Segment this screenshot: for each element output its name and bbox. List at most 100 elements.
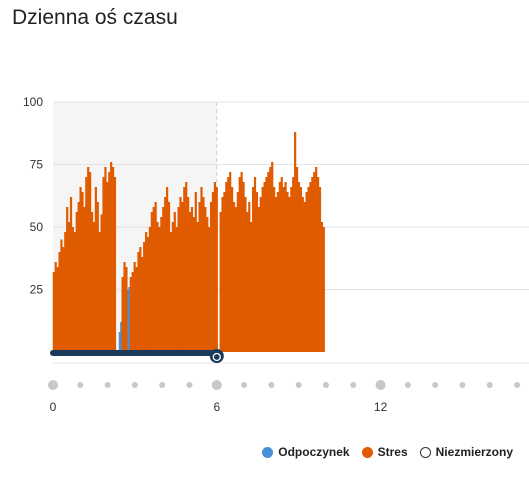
stress-bar	[96, 202, 99, 352]
stress-bar	[171, 222, 174, 352]
stress-bar	[192, 217, 195, 352]
stress-bar	[75, 212, 78, 352]
stress-bar	[81, 192, 84, 352]
stress-bar	[211, 192, 215, 352]
stress-bar	[139, 247, 142, 352]
alarm-icon	[209, 349, 224, 363]
stress-bar	[286, 192, 289, 352]
stress-bar	[123, 262, 126, 352]
stress-bar	[278, 182, 281, 352]
y-tick-label: 75	[30, 158, 44, 172]
x-major-dot	[48, 380, 58, 390]
x-minor-dot	[404, 382, 411, 388]
rest-bar	[118, 332, 121, 352]
x-minor-dot	[241, 382, 248, 388]
stress-bar	[58, 252, 61, 352]
stress-bar	[169, 232, 173, 352]
x-tick-label: 6	[213, 400, 220, 414]
stress-bar	[154, 202, 157, 352]
stress-bar	[87, 167, 90, 352]
stress-bar	[276, 192, 280, 352]
stress-bar	[288, 197, 291, 352]
stress-bar	[311, 177, 314, 352]
stress-bar	[198, 202, 201, 352]
stress-bar	[100, 214, 103, 352]
stress-bar	[282, 187, 285, 352]
stress-bar	[295, 167, 299, 352]
stress-bar	[315, 167, 318, 352]
y-tick-label: 50	[30, 220, 44, 234]
stress-bar	[219, 212, 222, 352]
stress-bar	[89, 172, 92, 352]
stress-bar	[208, 227, 211, 352]
x-minor-dot	[350, 382, 357, 388]
stress-bar	[204, 207, 207, 352]
stress-bar	[320, 222, 324, 352]
stress-bar	[248, 202, 251, 352]
rest-swatch	[262, 446, 274, 458]
x-minor-dot	[159, 382, 166, 388]
sleep-bar	[50, 349, 224, 363]
stress-bar	[194, 192, 197, 352]
stress-bar	[273, 187, 276, 352]
stress-bar	[77, 202, 80, 352]
stress-bar	[60, 239, 63, 352]
stress-bar	[108, 172, 111, 352]
stress-bar	[146, 237, 150, 352]
stress-swatch	[361, 446, 373, 458]
stress-bar	[280, 177, 283, 352]
stress-bar	[104, 167, 107, 352]
stress-bar	[305, 192, 308, 352]
legend-item-rest: Odpoczynek	[262, 445, 350, 459]
stress-bar	[141, 257, 144, 352]
x-minor-dot	[295, 382, 302, 388]
stress-bar	[113, 177, 117, 352]
stress-bar	[252, 187, 255, 352]
x-minor-dot	[131, 382, 138, 388]
x-minor-dot	[459, 382, 466, 388]
stress-bar	[110, 162, 113, 352]
stress-bar	[94, 187, 97, 352]
stress-bar	[202, 197, 205, 352]
stress-bar	[173, 212, 176, 352]
stress-bar	[309, 182, 312, 352]
legend: Odpoczynek Stres Niezmierzony	[262, 445, 513, 459]
stress-bar	[196, 222, 199, 352]
stress-bar	[322, 227, 325, 352]
stress-bar	[111, 167, 115, 352]
x-tick-label: 0	[50, 400, 57, 414]
stress-bar	[253, 177, 257, 352]
x-minor-dot	[323, 382, 329, 388]
chart: 25 50 75 100 0 6 12	[23, 95, 529, 414]
legend-label-unmeasured: Niezmierzony	[435, 445, 513, 459]
stress-bar	[125, 267, 128, 352]
legend-item-unmeasured: Niezmierzony	[419, 445, 513, 459]
stress-bar	[156, 222, 159, 352]
stress-bar	[267, 172, 270, 352]
stress-bar	[263, 182, 266, 352]
legend-label-stress: Stres	[377, 445, 408, 459]
stress-bar	[69, 197, 73, 352]
stress-bar	[221, 197, 224, 352]
stress-bar	[257, 207, 260, 352]
x-minor-dot	[486, 382, 493, 388]
bars	[52, 132, 325, 352]
y-tick-label: 25	[30, 283, 44, 297]
stress-bar	[137, 252, 140, 352]
stress-bar	[52, 272, 55, 352]
stress-bar	[246, 212, 249, 352]
stress-bar	[150, 212, 153, 352]
stress-bar	[106, 182, 109, 352]
x-major-dot	[211, 380, 222, 390]
stress-bar	[297, 182, 301, 352]
stress-bar	[188, 212, 192, 352]
stress-bar	[316, 177, 320, 352]
stress-bar	[284, 182, 287, 352]
stress-bar	[301, 197, 304, 352]
stress-bar	[225, 182, 228, 352]
stress-bar	[290, 187, 293, 352]
stress-bar	[68, 222, 71, 352]
stress-bar	[303, 202, 306, 352]
stress-bar	[292, 177, 295, 352]
stress-bar	[66, 207, 69, 352]
